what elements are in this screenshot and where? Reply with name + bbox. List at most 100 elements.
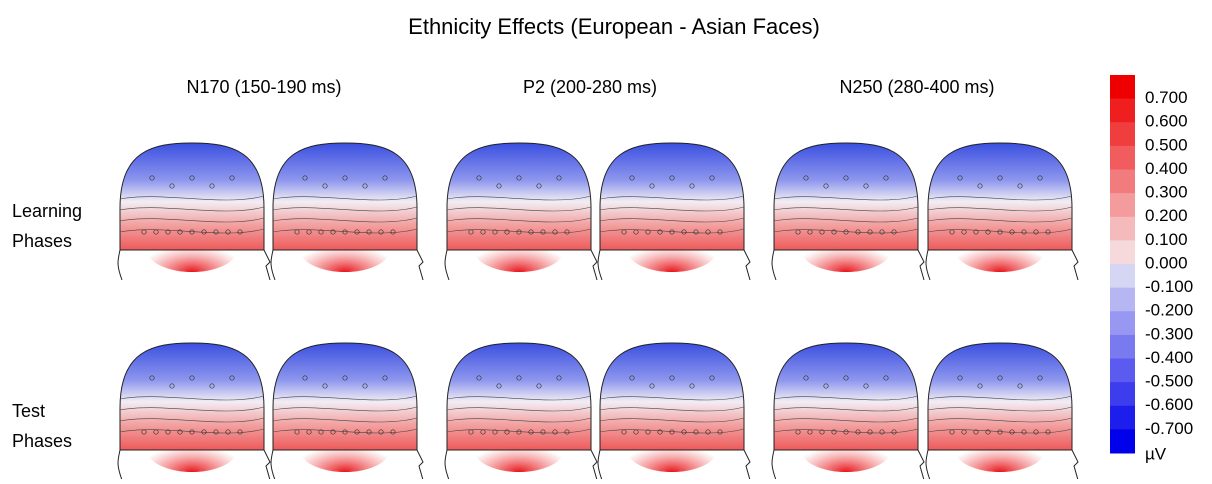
topomap — [117, 342, 271, 481]
electrode — [669, 229, 675, 235]
electrode — [366, 429, 372, 435]
electrode — [843, 229, 849, 235]
electrode — [552, 429, 558, 435]
electrode — [225, 229, 231, 235]
topomap — [270, 342, 424, 481]
scalp-map — [273, 143, 417, 250]
electrode — [949, 429, 955, 435]
electrode — [717, 429, 723, 435]
contour — [119, 406, 265, 412]
contour — [272, 217, 418, 223]
colorbar-tick-label: -0.700 — [1145, 419, 1193, 438]
electrode — [201, 229, 207, 235]
electrode — [1033, 429, 1039, 435]
electrode — [823, 383, 829, 389]
scalp-map — [447, 343, 591, 450]
electrode — [382, 375, 388, 381]
neck-right — [743, 449, 751, 481]
head-outline — [927, 142, 1073, 251]
electrode — [468, 429, 474, 435]
electrode — [189, 175, 195, 181]
electrode — [322, 183, 328, 189]
electrode — [378, 429, 384, 435]
row-label: Phases — [12, 431, 72, 451]
contour — [446, 428, 592, 434]
electrode — [165, 429, 171, 435]
electrode — [855, 429, 861, 435]
electrode — [362, 383, 368, 389]
contour — [773, 217, 919, 223]
colorbar-tick-label: -0.300 — [1145, 324, 1193, 343]
electrode — [807, 429, 813, 435]
neck-right — [1071, 249, 1079, 281]
electrode — [342, 375, 348, 381]
electrode — [390, 229, 396, 235]
scalp-map — [928, 143, 1072, 250]
electrode — [476, 375, 482, 381]
electrode — [867, 229, 873, 235]
neck-left — [771, 449, 777, 481]
electrode — [201, 429, 207, 435]
neck-right — [416, 249, 424, 281]
colorbar-tick-label: 0.100 — [1145, 230, 1188, 249]
color-step — [1110, 405, 1135, 430]
contour — [773, 406, 919, 412]
electrode — [237, 429, 243, 435]
electrode — [977, 383, 983, 389]
contour — [773, 206, 919, 212]
electrode — [693, 429, 699, 435]
head-outline — [272, 142, 418, 251]
contour — [446, 417, 592, 423]
scalp-map — [120, 143, 264, 250]
electrode — [1021, 229, 1027, 235]
contour — [927, 406, 1073, 412]
contour — [272, 228, 418, 234]
electrode — [468, 229, 474, 235]
electrode — [1021, 429, 1027, 435]
head-outline — [927, 342, 1073, 451]
scalp-map — [600, 343, 744, 450]
contour — [927, 395, 1073, 401]
colorbar-tick-label: 0.400 — [1145, 159, 1188, 178]
electrode — [342, 229, 348, 235]
neck-right — [263, 449, 271, 481]
topomap — [771, 342, 925, 481]
neck-left — [117, 449, 123, 481]
scalp-map — [774, 343, 918, 450]
electrode — [322, 383, 328, 389]
scalp-map — [774, 143, 918, 250]
electrode — [629, 175, 635, 181]
color-step — [1110, 382, 1135, 407]
electrode — [540, 229, 546, 235]
contour — [119, 195, 265, 201]
color-step — [1110, 98, 1135, 123]
electrode — [540, 429, 546, 435]
topomap — [925, 142, 1079, 281]
color-step — [1110, 264, 1135, 289]
electrode — [213, 429, 219, 435]
electrode — [855, 229, 861, 235]
colorbar-tick-label: 0.700 — [1145, 88, 1188, 107]
electrode — [165, 229, 171, 235]
electrode — [302, 375, 308, 381]
electrode — [843, 175, 849, 181]
colorbar: 0.700 0.600 0.500 0.400 0.300 0.200 0.100 0.000… — [1110, 75, 1193, 463]
electrode — [141, 429, 147, 435]
contour — [773, 395, 919, 401]
neck-right — [263, 249, 271, 281]
scalp-map — [600, 143, 744, 250]
topomaps — [117, 142, 1079, 481]
color-step — [1110, 287, 1135, 312]
electrode — [961, 229, 967, 235]
electrode — [302, 175, 308, 181]
contour — [927, 217, 1073, 223]
neck-right — [590, 449, 598, 481]
color-step — [1110, 311, 1135, 336]
contour — [446, 395, 592, 401]
electrode — [362, 183, 368, 189]
electrode — [621, 229, 627, 235]
electrode — [1017, 183, 1023, 189]
electrode — [709, 375, 715, 381]
neck-right — [917, 449, 925, 481]
